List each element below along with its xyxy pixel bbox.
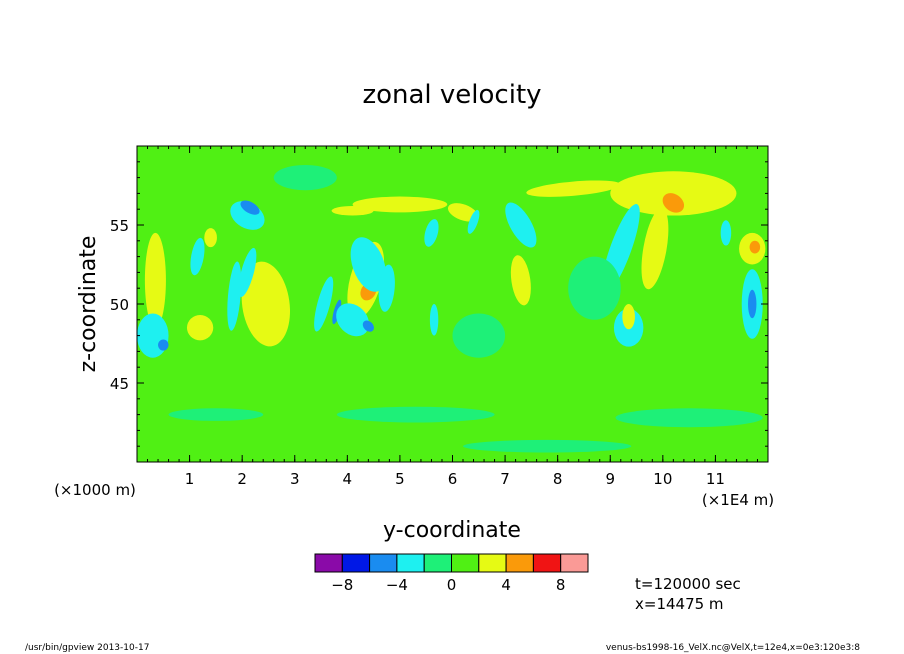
contour-region-9: [238, 247, 257, 297]
colorbar-swatch: [505, 553, 534, 573]
contour-region-25: [510, 255, 531, 306]
contour-region-11: [314, 276, 334, 332]
plot-area: [137, 146, 768, 462]
footer-right: venus-bs1998-16_VelX.nc@VelX,t=12e4,x=0e…: [606, 643, 860, 653]
contour-region-23: [429, 304, 439, 336]
contour-region-15: [350, 237, 387, 292]
colorbar-tick-label: 8: [556, 576, 566, 594]
contour-region-28: [610, 171, 737, 216]
colorbar-swatch: [396, 553, 425, 573]
contour-region-24: [505, 202, 537, 248]
contour-region-7: [190, 237, 205, 276]
colorbar: [314, 553, 589, 573]
contour-region-27: [526, 180, 621, 197]
contour-region-40: [336, 406, 495, 423]
time-annotation: t=120000 sec: [635, 575, 741, 593]
colorbar-swatch: [478, 553, 507, 573]
contour-region-41: [615, 408, 763, 428]
contour-region-2: [204, 228, 217, 248]
x-tick-label: 1: [185, 470, 195, 488]
contour-region-10: [227, 261, 242, 331]
x-axis-ticks: 1 2 3 4 5 6 7 8 9 10 11: [136, 146, 769, 488]
contour-region-22: [378, 264, 395, 312]
colorbar-swatch: [560, 553, 589, 573]
x-unit-note-left: (×1000 m): [54, 481, 136, 499]
y-tick-label: 55: [110, 217, 129, 235]
y-tick-label: 45: [110, 375, 129, 393]
y-tick-label: 50: [110, 296, 129, 314]
contour-region-21: [424, 219, 439, 247]
colorbar-swatch: [423, 553, 453, 573]
x-tick-label: 8: [553, 470, 563, 488]
x-tick-label: 11: [706, 470, 725, 488]
colorbar-swatch: [341, 553, 371, 573]
colorbar-tick-label: 0: [447, 576, 457, 594]
colorbar-tick-labels: −8 −4 0 4 8: [331, 576, 565, 594]
x-tick-label: 2: [237, 470, 247, 488]
y-axis-ticks: 45 50 55: [110, 145, 768, 463]
contour-region-16: [336, 303, 370, 337]
x-tick-label: 3: [290, 470, 300, 488]
contour-region-35: [749, 240, 761, 254]
colorbar-swatch: [532, 553, 562, 573]
contour-region-17: [362, 320, 374, 332]
colorbar-tick-label: −8: [331, 576, 353, 594]
contour-region-45: [568, 256, 621, 320]
contour-region-8: [241, 261, 291, 347]
x-axis-label: y-coordinate: [383, 518, 521, 543]
contour-region-33: [622, 304, 635, 330]
contour-region-19: [331, 206, 374, 216]
contour-region-20: [447, 203, 479, 222]
colorbar-tick-label: −4: [386, 576, 408, 594]
contour-region-4: [137, 313, 169, 358]
contour-region-26: [467, 209, 480, 234]
x-unit-note-right: (×1E4 m): [702, 491, 774, 509]
contour-region-44: [452, 313, 506, 358]
contour-region-43: [273, 164, 337, 191]
contour-region-1: [240, 200, 260, 215]
contour-region-6: [186, 315, 214, 341]
colorbar-tick-label: 4: [501, 576, 511, 594]
contour-region-29: [662, 193, 685, 213]
x-tick-label: 6: [448, 470, 458, 488]
x-tick-label: 4: [343, 470, 353, 488]
contour-region-3: [144, 232, 166, 328]
contour-region-39: [168, 408, 264, 421]
contour-region-5: [158, 339, 169, 351]
x-tick-label: 7: [500, 470, 510, 488]
colorbar-swatch: [451, 553, 480, 573]
contour-region-38: [720, 220, 732, 246]
x-tick-label: 5: [395, 470, 405, 488]
chart-title: zonal velocity: [362, 80, 541, 110]
footer-left: /usr/bin/gpview 2013-10-17: [25, 643, 149, 653]
x-tick-label: 9: [605, 470, 615, 488]
x-position-annotation: x=14475 m: [635, 595, 724, 613]
y-axis-label: z-coordinate: [76, 236, 101, 373]
contour-region-30: [641, 208, 669, 290]
contour-region-42: [463, 439, 632, 453]
x-tick-label: 10: [653, 470, 672, 488]
contour-region-37: [748, 289, 757, 319]
colorbar-swatch: [369, 553, 398, 573]
contour-region-18: [352, 196, 448, 213]
colorbar-swatch: [314, 553, 343, 573]
